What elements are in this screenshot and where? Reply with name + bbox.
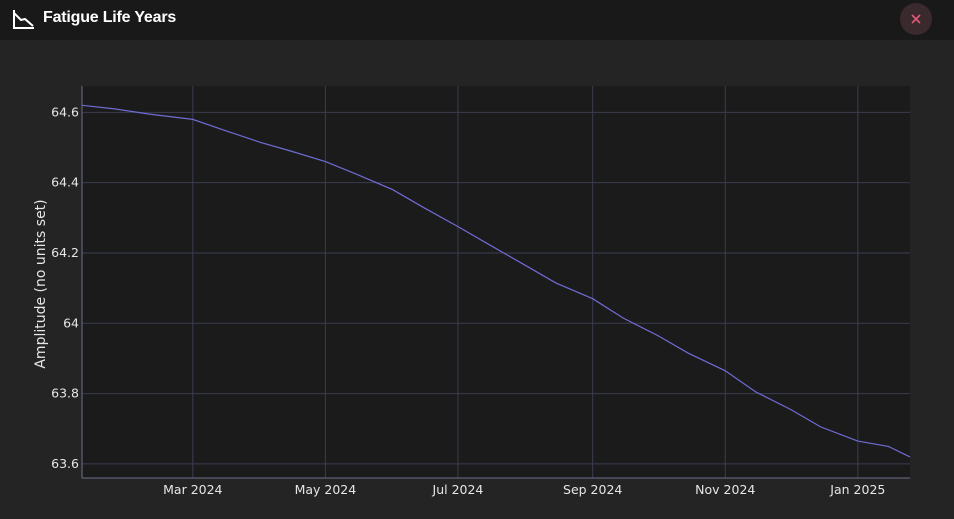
x-axis-ticks: Mar 2024 May 2024 Jul 2024 Sep 2024 Nov 2024… [163, 482, 885, 497]
x-tick-label: Mar 2024 [163, 482, 222, 497]
chart-panel: Mar 2024 May 2024 Jul 2024 Sep 2024 Nov 2024… [0, 40, 954, 519]
y-tick-label: 64.2 [51, 245, 79, 260]
y-tick-label: 64.4 [51, 175, 79, 190]
grid-lines [82, 86, 910, 478]
title-bar: Fatigue Life Years [0, 0, 954, 40]
line-chart: Mar 2024 May 2024 Jul 2024 Sep 2024 Nov 2024… [33, 86, 911, 497]
y-tick-label: 63.8 [51, 386, 79, 401]
y-axis-label: Amplitude (no units set) [33, 199, 49, 368]
y-tick-label: 63.6 [51, 456, 79, 471]
x-tick-label: Jul 2024 [432, 482, 484, 497]
x-tick-label: Sep 2024 [563, 482, 622, 497]
x-tick-label: Nov 2024 [695, 482, 755, 497]
close-button[interactable] [900, 3, 932, 35]
x-tick-label: Jan 2025 [829, 482, 885, 497]
y-tick-label: 64 [63, 315, 79, 330]
x-tick-label: May 2024 [295, 482, 357, 497]
y-axis-ticks: 64.6 64.4 64.2 64 63.8 63.6 [51, 104, 79, 471]
series-line [81, 104, 911, 458]
plot-area [82, 86, 910, 478]
close-icon [911, 14, 921, 24]
y-tick-label: 64.6 [51, 104, 79, 119]
window-title: Fatigue Life Years [43, 9, 177, 26]
chart-line-down-icon [13, 10, 34, 29]
series-lines [81, 104, 911, 458]
axes [81, 86, 910, 479]
